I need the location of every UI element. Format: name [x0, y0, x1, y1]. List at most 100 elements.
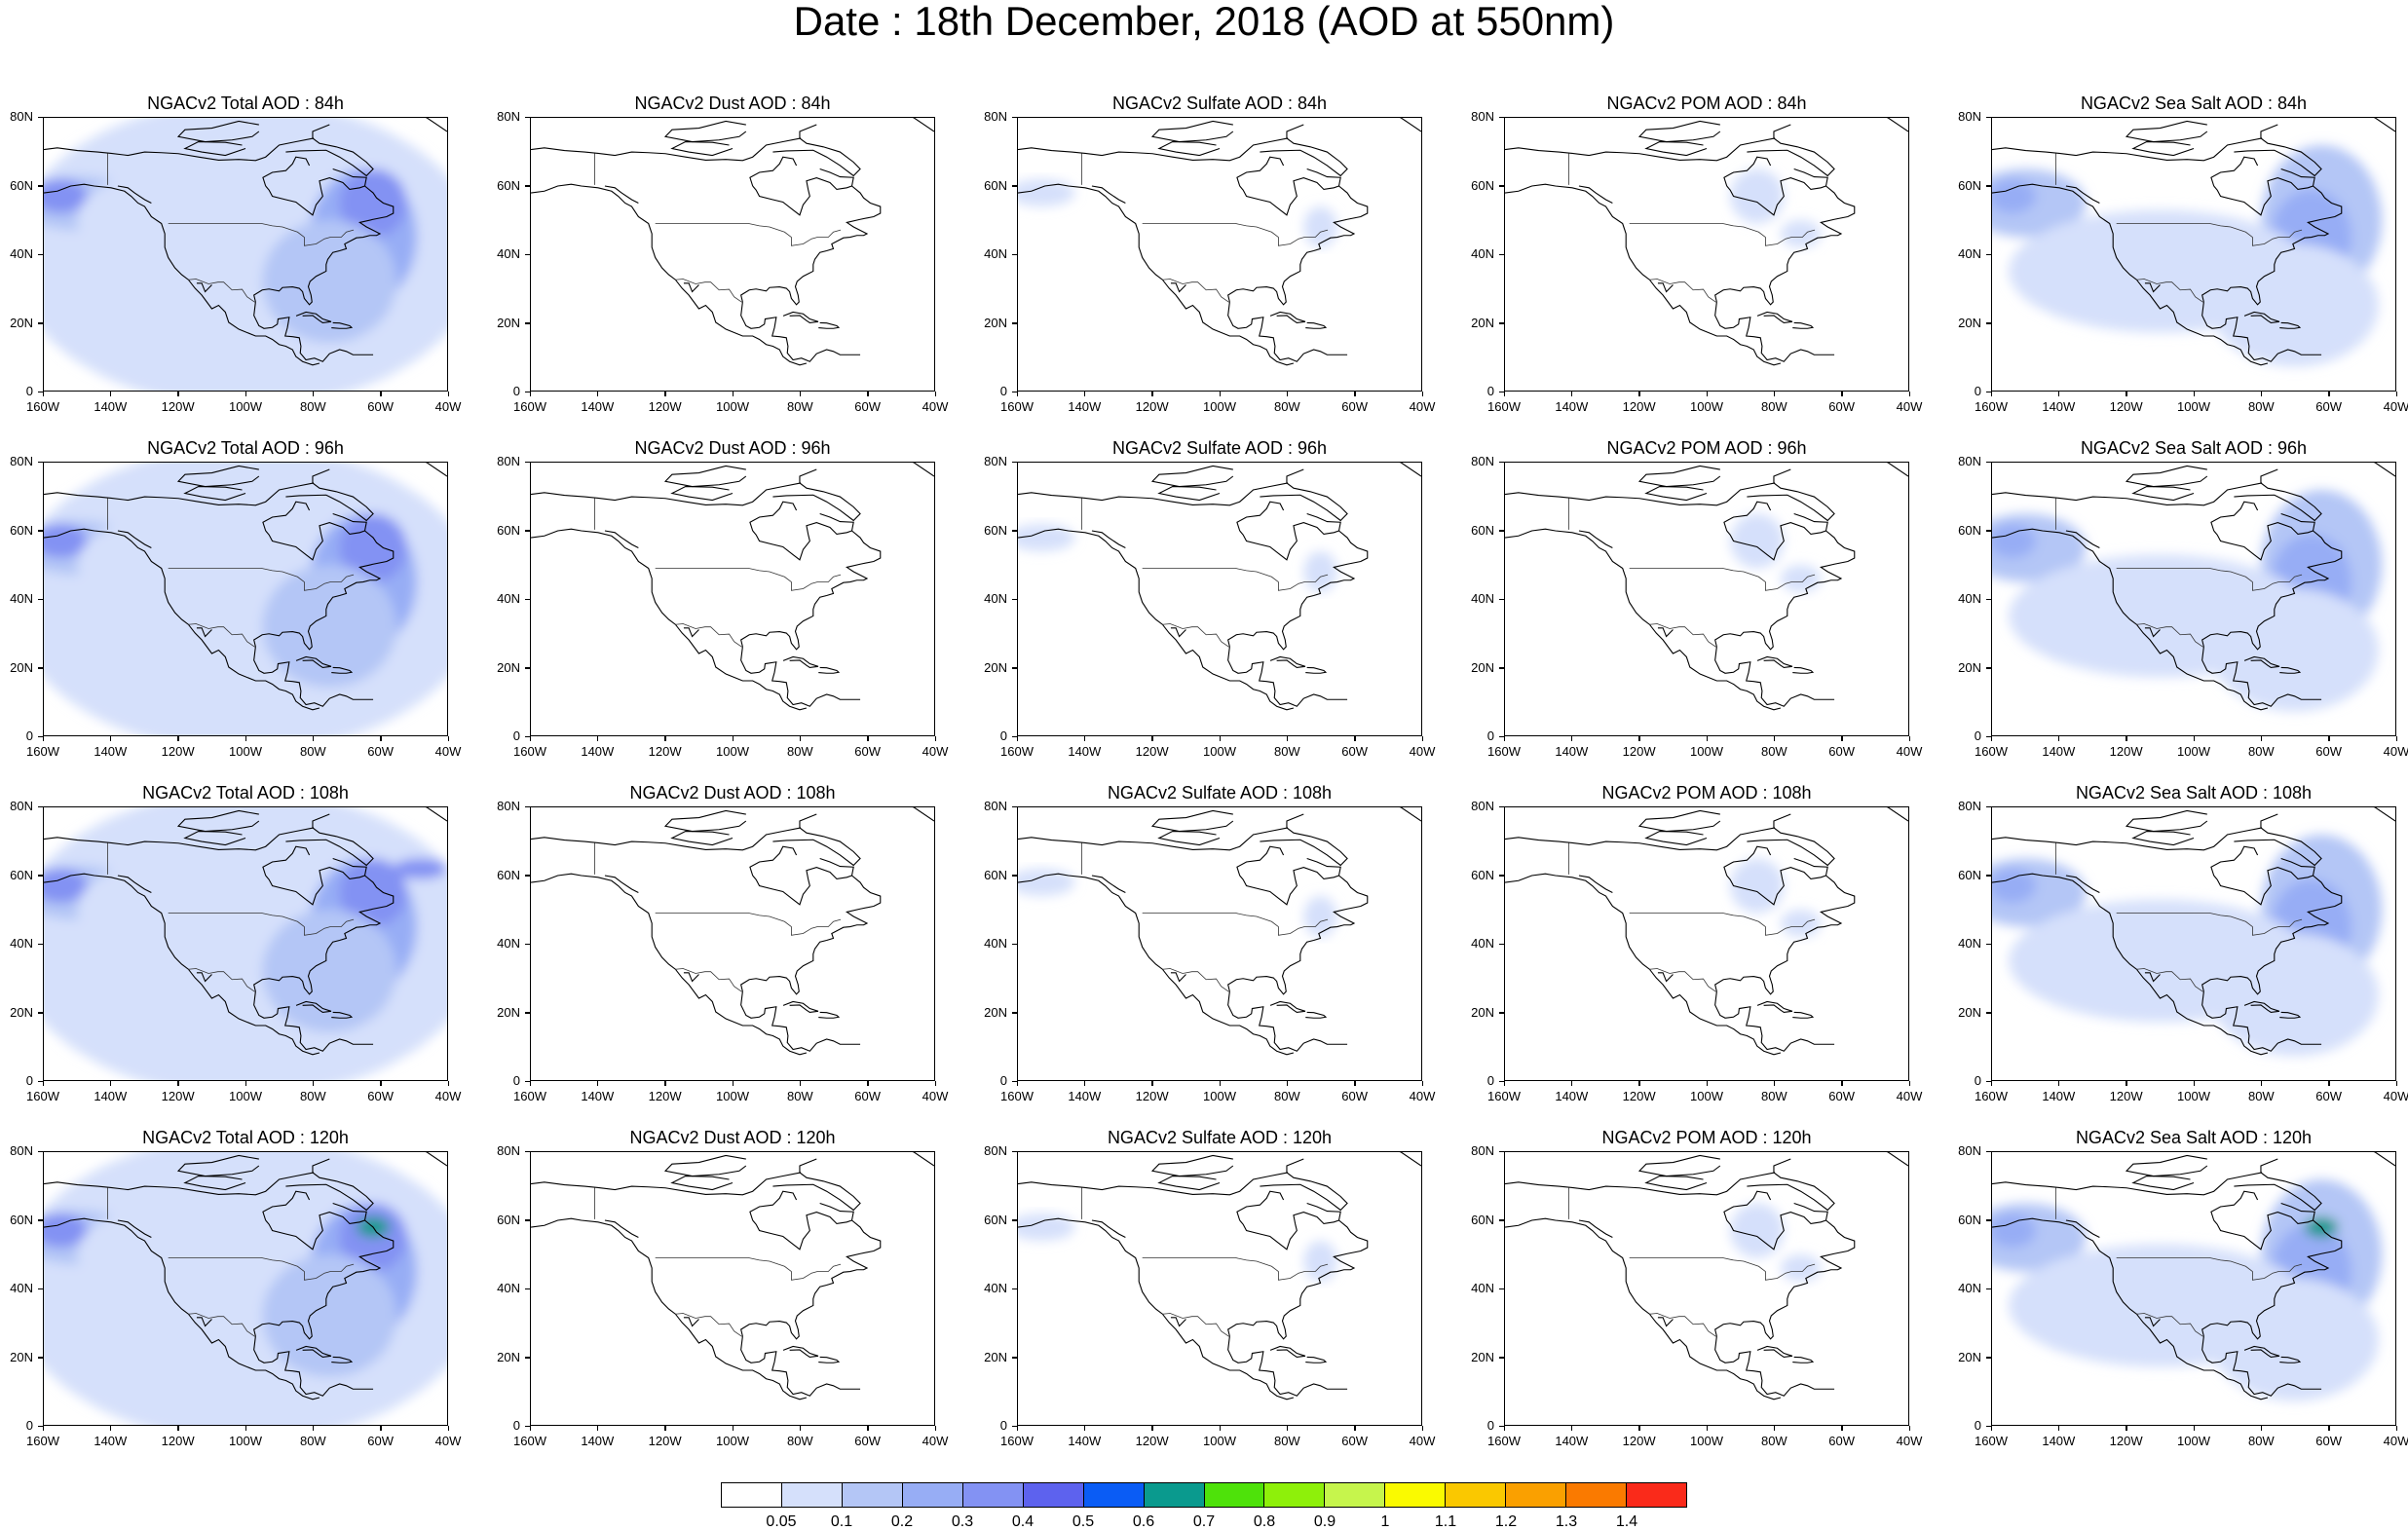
map-panel [1991, 806, 2396, 1081]
coastline [1399, 1152, 1421, 1167]
coastline [782, 1000, 819, 1013]
longitude-tick [934, 392, 936, 396]
aod-contour [1780, 910, 1822, 937]
aod-contour [2210, 933, 2379, 1057]
coastline [1756, 1345, 1793, 1358]
coastline [1726, 858, 1828, 906]
coastline [2213, 858, 2315, 906]
latitude-tick [1986, 943, 1991, 945]
longitude-tick [1638, 736, 1640, 741]
map-panel [1504, 1151, 1909, 1426]
longitude-label: 140W [1068, 1434, 1102, 1448]
coastline [1714, 185, 1856, 306]
map-panel [1017, 117, 1422, 392]
coastline [1637, 809, 1721, 833]
longitude-label: 40W [922, 744, 949, 759]
national-border [2116, 568, 2303, 591]
coastline [1714, 301, 1835, 362]
national-border [655, 223, 842, 246]
longitude-tick [380, 1081, 382, 1086]
coastline [1170, 972, 1186, 983]
longitude-label: 140W [1555, 1434, 1589, 1448]
aod-contour [2210, 1278, 2379, 1401]
national-border [188, 1313, 255, 1337]
national-border [655, 568, 842, 591]
latitude-label: 0 [25, 384, 33, 398]
latitude-label: 60N [497, 1212, 520, 1227]
longitude-tick [1990, 736, 1992, 741]
longitude-label: 140W [94, 399, 128, 414]
latitude-tick [525, 253, 530, 255]
aod-contour [1992, 179, 2036, 213]
latitude-tick [1012, 185, 1017, 187]
longitude-label: 120W [2109, 1089, 2143, 1103]
latitude-label: 80N [497, 109, 520, 124]
coastline [117, 530, 152, 548]
national-border [1142, 913, 1329, 936]
coastline [2125, 120, 2208, 143]
latitude-label: 80N [1471, 1143, 1494, 1158]
latitude-tick [38, 1219, 43, 1221]
national-border [1162, 279, 1229, 303]
latitude-label: 20N [1471, 1349, 1494, 1364]
map-panel [1991, 117, 2396, 392]
map-panel [530, 1151, 935, 1426]
coastline [2213, 168, 2315, 216]
latitude-tick [38, 943, 43, 945]
coastline [2243, 655, 2280, 668]
latitude-label: 80N [10, 1143, 33, 1158]
coastline [44, 482, 315, 506]
longitude-tick [109, 392, 112, 396]
coastline [1505, 1172, 1776, 1196]
aod-field [1018, 179, 1337, 247]
coastline [265, 168, 367, 216]
coastline [1018, 873, 1295, 1056]
longitude-tick [1503, 1081, 1505, 1086]
latitude-label: 20N [984, 659, 1007, 675]
longitude-label: 100W [2177, 1434, 2210, 1448]
longitude-label: 80W [299, 744, 326, 759]
latitude-label: 40N [1471, 936, 1494, 951]
coastline [2243, 1345, 2280, 1358]
colorbar-label: 0.6 [1132, 1513, 1155, 1530]
latitude-tick [525, 322, 530, 324]
coastlines [1505, 807, 1908, 1056]
coastline [2234, 468, 2322, 522]
longitude-tick [1706, 1081, 1708, 1086]
longitude-label: 80W [2247, 399, 2275, 414]
coastlines [531, 1152, 934, 1400]
longitude-tick [1570, 1081, 1573, 1086]
coastline [1657, 282, 1674, 293]
longitude-label: 40W [1409, 1434, 1436, 1448]
latitude-tick [525, 1219, 530, 1221]
longitude-label: 160W [1975, 1089, 2008, 1103]
longitude-tick [2395, 736, 2397, 741]
latitude-label: 60N [1958, 177, 1981, 193]
coastline [1018, 1217, 1295, 1400]
coastline [1018, 482, 1289, 506]
latitude-tick [1986, 667, 1991, 669]
colorbar-label: 0.3 [951, 1513, 974, 1530]
latitude-label: 0 [1974, 384, 1981, 398]
longitude-label: 140W [2042, 1089, 2076, 1103]
longitude-tick [1151, 1426, 1153, 1431]
latitude-label: 0 [25, 1418, 33, 1433]
coastline [2213, 513, 2315, 561]
colorbar-swatch [1566, 1483, 1628, 1507]
longitude-label: 40W [434, 744, 462, 759]
national-border [2136, 623, 2203, 648]
coastline [44, 1217, 320, 1400]
coastline [253, 1335, 374, 1397]
longitude-label: 100W [1690, 744, 1723, 759]
coastline [1260, 468, 1348, 522]
longitude-tick [42, 1426, 44, 1431]
longitude-tick [245, 1081, 246, 1086]
coastline [425, 118, 447, 132]
longitude-tick [2057, 392, 2060, 396]
map-canvas [1992, 118, 2395, 367]
latitude-label: 20N [497, 315, 520, 330]
longitude-tick [1421, 392, 1423, 396]
latitude-label: 40N [984, 1281, 1007, 1295]
coastline [1170, 627, 1186, 638]
colorbar-label: 1.4 [1615, 1513, 1638, 1530]
